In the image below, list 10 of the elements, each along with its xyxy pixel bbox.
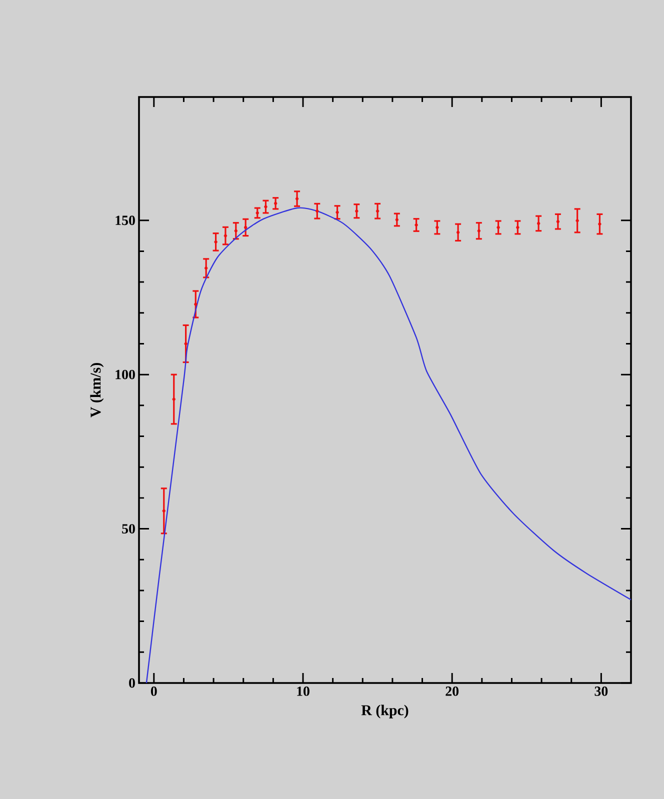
x-tick-label: 30 xyxy=(594,686,608,696)
x-tick-label: 20 xyxy=(446,686,459,696)
x-axis-title: R (kpc) xyxy=(361,704,408,718)
y-tick-label: 50 xyxy=(122,524,135,534)
y-tick-label: 150 xyxy=(116,216,135,226)
y-tick-label: 100 xyxy=(116,370,135,380)
x-tick-label: 0 xyxy=(150,686,157,696)
y-tick-label: 0 xyxy=(129,678,135,688)
y-axis-title: V (km/s) xyxy=(90,363,104,418)
x-tick-label: 10 xyxy=(297,686,310,696)
